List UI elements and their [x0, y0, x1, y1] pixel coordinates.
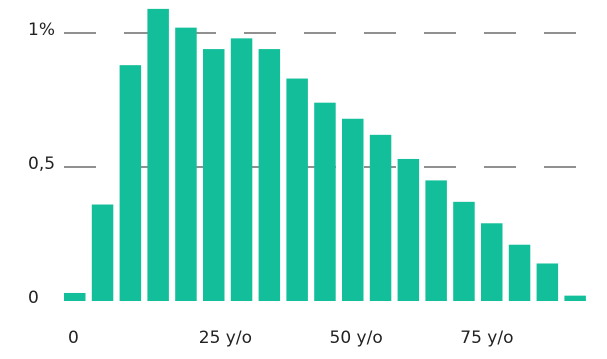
x-tick-label-3: 75 y/o: [460, 328, 513, 348]
bar-5: [203, 49, 225, 301]
bar-17: [536, 263, 559, 301]
bar-12: [397, 158, 420, 301]
bar-1: [91, 204, 114, 301]
x-tick-label-1: 25 y/o: [199, 328, 252, 348]
y-tick-label-0: 0: [28, 288, 39, 308]
bar-2: [119, 65, 142, 301]
bar-15: [481, 223, 503, 301]
bar-10: [342, 118, 364, 301]
bar-9: [314, 102, 336, 302]
bar-6: [230, 38, 253, 302]
bars: [64, 8, 586, 302]
bar-13: [425, 180, 447, 301]
bar-14: [453, 201, 475, 301]
y-tick-label-1: 0,5: [28, 154, 55, 174]
x-tick-label-2: 50 y/o: [330, 328, 383, 348]
bar-7: [258, 49, 281, 301]
bar-18: [564, 295, 586, 301]
bar-3: [147, 8, 169, 301]
x-axis-labels: 0 25 y/o 50 y/o 75 y/o: [68, 328, 513, 348]
bar-8: [286, 78, 308, 301]
x-tick-label-0: 0: [68, 328, 79, 348]
bar-16: [508, 244, 531, 301]
bar-4: [175, 27, 197, 301]
bar-0: [64, 292, 86, 301]
bar-11: [369, 134, 392, 301]
y-tick-label-2: 1%: [28, 20, 55, 40]
y-axis-labels: 0 0,5 1%: [28, 20, 55, 308]
